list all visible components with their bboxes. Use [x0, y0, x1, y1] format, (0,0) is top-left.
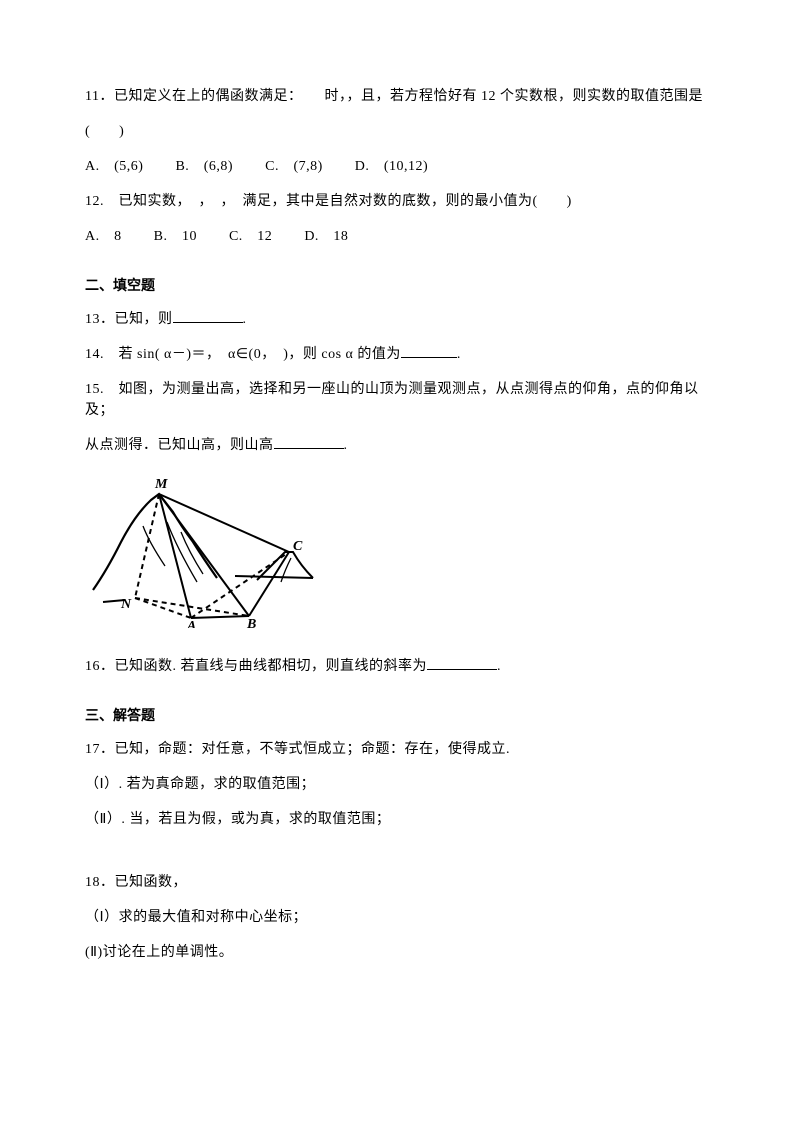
q15-l2: 从点测得．已知山高，则山高 — [85, 438, 274, 453]
q16-post: . — [497, 659, 501, 674]
q14-blank — [401, 344, 457, 358]
q12-text: 12. 已知实数， ， ， 满足，其中是自然对数的底数，则的最小值为( ) — [85, 191, 715, 212]
svg-text:B: B — [246, 617, 256, 628]
q14: 14. 若 sin( α－)＝， α∈(0， )，则 cos α 的值为. — [85, 344, 715, 365]
q18-l1: 18．已知函数， — [85, 872, 715, 893]
q11-opt-b: B. (6,8) — [175, 159, 233, 174]
q12-opt-a: A. 8 — [85, 229, 122, 244]
svg-text:N: N — [120, 597, 132, 612]
q12-options: A. 8 B. 10 C. 12 D. 18 — [85, 226, 715, 247]
svg-text:C: C — [293, 539, 303, 554]
q14-post: . — [457, 347, 461, 362]
q14-pre: 14. 若 sin( α－)＝， α∈(0， )，则 cos α 的值为 — [85, 347, 401, 362]
q16-blank — [427, 656, 497, 670]
q17-l3: （Ⅱ）. 当，若且为假，或为真，求的取值范围； — [85, 809, 715, 830]
q11-opt-d: D. (10,12) — [355, 159, 428, 174]
q18-l3: (Ⅱ)讨论在上的单调性。 — [85, 942, 715, 963]
q13-blank — [173, 309, 243, 323]
q11-options: A. (5,6) B. (6,8) C. (7,8) D. (10,12) — [85, 156, 715, 177]
q12-opt-b: B. 10 — [154, 229, 197, 244]
section3-heading: 三、解答题 — [85, 705, 715, 725]
q15-post: . — [344, 438, 348, 453]
q11-opt-c: C. (7,8) — [265, 159, 323, 174]
q18-l2: （Ⅰ）求的最大值和对称中心坐标； — [85, 907, 715, 928]
q17-l1: 17．已知，命题：对任意，不等式恒成立；命题：存在，使得成立. — [85, 739, 715, 760]
svg-text:M: M — [154, 477, 168, 492]
q16: 16．已知函数. 若直线与曲线都相切，则直线的斜率为. — [85, 656, 715, 677]
q15-figure: M C N A B — [85, 470, 715, 628]
q13-pre: 13．已知，则 — [85, 312, 173, 327]
q13: 13．已知，则. — [85, 309, 715, 330]
q15-l1: 15. 如图，为测量出高，选择和另一座山的山顶为测量观测点，从点测得点的仰角，点… — [85, 379, 715, 421]
section2-heading: 二、填空题 — [85, 275, 715, 295]
svg-text:A: A — [186, 619, 196, 628]
q12-opt-c: C. 12 — [229, 229, 272, 244]
q11-paren: ( ) — [85, 121, 715, 142]
q11-opt-a: A. (5,6) — [85, 159, 143, 174]
q12-opt-d: D. 18 — [304, 229, 348, 244]
q15-l2-wrap: 从点测得．已知山高，则山高. — [85, 435, 715, 456]
q16-pre: 16．已知函数. 若直线与曲线都相切，则直线的斜率为 — [85, 659, 427, 674]
q15-blank — [274, 435, 344, 449]
q11-text: 11．已知定义在上的偶函数满足： 时，，且，若方程恰好有 12 个实数根，则实数… — [85, 86, 715, 107]
mountain-diagram: M C N A B — [85, 470, 323, 628]
q17-l2: （Ⅰ）. 若为真命题，求的取值范围； — [85, 774, 715, 795]
